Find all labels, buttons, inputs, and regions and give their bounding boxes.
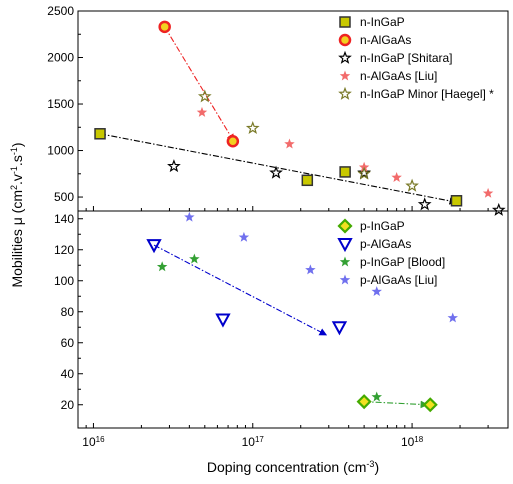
legend-label: p-AlGaAs [Liu] [360,273,437,287]
data-point [245,120,260,135]
y-tick-label: 60 [61,336,75,350]
series-n-ingap-shitara- [167,159,506,216]
x-tick-label: 1016 [82,435,105,450]
data-point [357,165,371,179]
legend-label: n-AlGaAs [360,33,411,47]
plot-frame [77,10,509,429]
data-point [422,397,438,413]
series-p-ingap-blood- [156,253,382,402]
data-point [450,195,463,207]
series-p-algaas [146,239,348,336]
y-tick-label: 100 [54,274,74,288]
legend-marker [339,274,351,285]
trend-line [164,26,235,142]
data-point [305,264,316,275]
data-point [226,134,240,148]
series-n-algaas-liu- [196,106,494,198]
y-axis-label: Mobilities μ (cm2.v-1.s-1) [9,142,25,287]
data-point [284,138,295,149]
data-point [357,166,371,180]
legend-label: n-AlGaAs [Liu] [360,69,437,83]
data-point [156,261,168,272]
y-tick-label: 20 [61,398,75,412]
legend-marker [339,70,351,81]
data-point [189,253,200,264]
series-p-algaas-liu- [184,211,458,323]
data-point [146,239,162,254]
data-point [269,165,283,179]
y-tick-label: 2000 [47,51,74,65]
legend-marker [338,50,352,64]
series-n-algaas [158,20,240,148]
n-type-panel: 500 1000 1500 2000 2500 n-InGaP n-AlGaAs n-InGa… [47,4,509,216]
trend-line [153,244,328,336]
legend-marker [339,16,351,28]
data-point [94,128,106,140]
legend-marker [338,86,352,100]
legend-label: p-InGaP [Blood] [360,255,445,269]
legend-label: n-InGaP [360,15,405,29]
data-point [417,197,432,211]
x-tick-label: 1018 [401,435,424,450]
data-point [391,172,402,182]
x-tick-label: 1017 [242,435,265,450]
legend-marker [337,238,353,253]
legend-label: p-InGaP [360,219,405,233]
y-tick-label: 140 [54,212,74,226]
data-point [301,174,314,187]
p-type-panel: 20 40 60 80 100 120 140 p-InGaP p-AlGaAs p-InGaP … [54,211,509,428]
data-point [371,391,382,402]
data-point [356,394,372,410]
trend-line [364,400,429,409]
y-tick-label: 2500 [47,4,74,18]
data-point [196,106,208,117]
data-point [197,89,212,103]
data-point [184,211,195,222]
data-point [158,20,171,34]
legend-marker [337,218,353,234]
data-point [339,166,351,178]
data-point [238,231,250,242]
y-tick-label: 1000 [47,144,74,158]
data-point [405,178,419,192]
legend-label: n-InGaP [Shitara] [360,51,453,65]
trend-line [99,133,458,205]
series-p-ingap [356,394,438,413]
data-point [215,313,231,328]
data-point [482,187,494,198]
legend-label: n-InGaP Minor [Haegel] * [360,87,494,101]
y-tick-label: 120 [54,243,74,257]
series-n-ingap-minor-haegel- [197,89,419,192]
data-point [371,286,382,297]
data-point [167,159,181,173]
data-point [331,321,348,336]
data-point [491,202,506,216]
data-point [447,312,458,323]
legend-marker [339,256,351,267]
y-tick-label: 40 [61,367,75,381]
legend-label: p-AlGaAs [360,237,411,251]
series-n-ingap [94,128,463,207]
x-axis-label: Doping concentration (cm-3) [207,459,379,475]
y-tick-label: 80 [61,305,75,319]
y-tick-label: 1500 [47,97,74,111]
legend-marker [338,33,352,47]
y-tick-label: 500 [54,190,74,204]
